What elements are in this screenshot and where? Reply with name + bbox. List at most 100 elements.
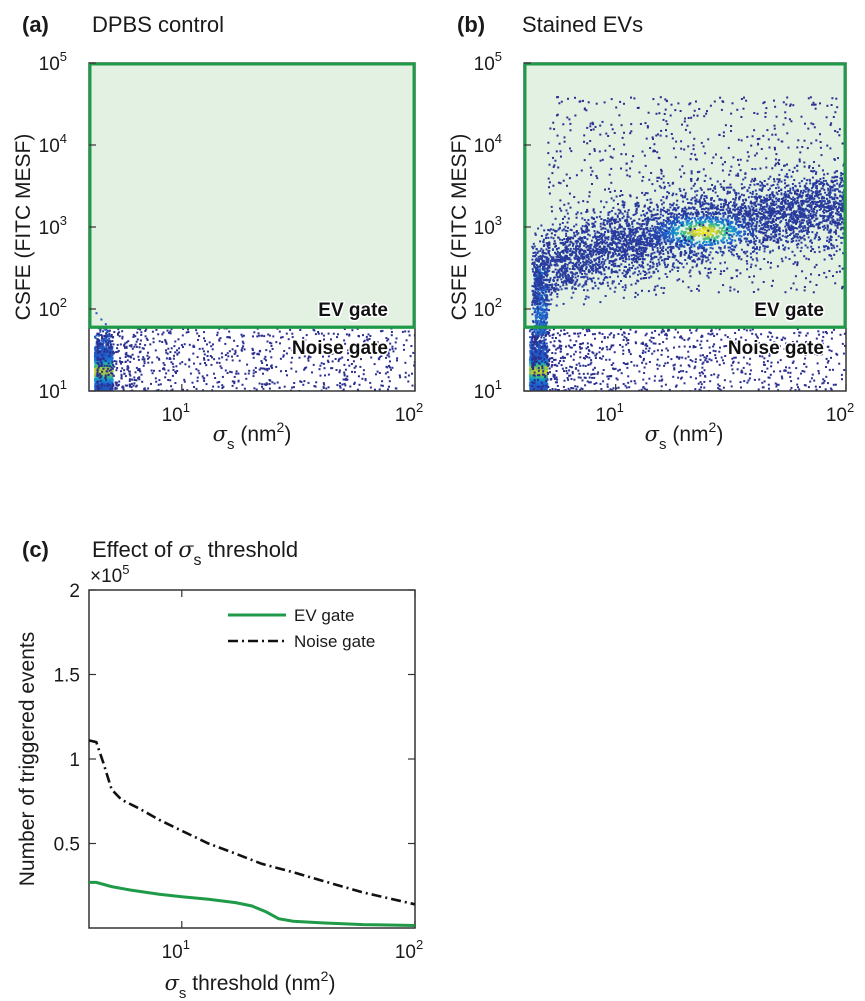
scatter-point	[347, 359, 349, 361]
scatter-point	[529, 375, 532, 378]
scatter-point	[789, 375, 792, 378]
scatter-point	[141, 347, 144, 350]
scatter-point	[729, 380, 732, 383]
scatter-point	[545, 380, 548, 383]
scatter-point	[537, 300, 540, 303]
scatter-point	[541, 360, 544, 363]
scatter-point	[542, 289, 545, 292]
scatter-point	[263, 357, 266, 360]
scatter-point	[603, 337, 606, 340]
scatter-point	[130, 344, 133, 347]
scatter-point	[202, 389, 204, 391]
scatter-point	[743, 328, 746, 331]
scatter-point	[154, 377, 157, 380]
scatter-point	[704, 375, 707, 378]
scatter-point	[300, 340, 303, 343]
scatter-point	[806, 332, 809, 335]
scatter-point	[611, 389, 614, 391]
scatter-point	[176, 370, 179, 372]
scatter-point	[825, 331, 827, 333]
scatter-point	[538, 342, 541, 345]
scatter-point	[619, 219, 622, 222]
scatter-point	[363, 339, 366, 342]
scatter-point	[405, 339, 408, 342]
scatter-point	[132, 357, 135, 360]
scatter-point	[547, 372, 549, 375]
scatter-point	[334, 358, 337, 360]
scatter-point	[252, 369, 255, 372]
scatter-point	[536, 330, 539, 333]
scatter-point	[242, 334, 245, 337]
scatter-point	[553, 374, 556, 377]
scatter-point	[762, 386, 765, 389]
scatter-point	[574, 281, 577, 284]
scatter-point	[696, 339, 699, 342]
scatter-point	[107, 355, 109, 358]
scatter-point	[140, 331, 143, 334]
scatter-point	[533, 342, 536, 345]
scatter-point	[115, 384, 118, 387]
scatter-point	[170, 347, 173, 350]
scatter-point	[811, 373, 814, 376]
scatter-point	[536, 312, 539, 315]
scatter-point	[533, 353, 536, 356]
scatter-point	[102, 371, 105, 374]
scatter-point	[233, 380, 236, 383]
scatter-point	[654, 342, 657, 345]
scatter-point	[94, 348, 97, 350]
scatter-point	[543, 382, 546, 385]
scatter-point	[532, 361, 535, 364]
scatter-point	[589, 381, 592, 384]
scatter-point	[548, 360, 551, 363]
scatter-point	[797, 377, 800, 380]
scatter-point	[559, 360, 562, 362]
scatter-point	[713, 335, 716, 337]
scatter-point	[231, 348, 234, 351]
scatter-point	[789, 389, 792, 391]
scatter-point	[101, 383, 104, 386]
scatter-point	[579, 376, 582, 379]
scatter-point	[565, 345, 567, 348]
scatter-point	[642, 378, 645, 381]
scatter-point	[593, 366, 596, 369]
scatter-point	[817, 330, 820, 333]
scatter-point	[302, 383, 305, 386]
scatter-point	[104, 385, 107, 388]
scatter-point	[598, 351, 601, 354]
scatter-point	[565, 366, 568, 369]
scatter-point	[759, 246, 761, 249]
scatter-point	[756, 335, 759, 338]
scatter-point	[266, 364, 268, 367]
scatter-point	[104, 359, 107, 362]
scatter-point	[624, 384, 627, 387]
scatter-point	[394, 341, 397, 344]
scatter-point	[607, 377, 610, 380]
scatter-point	[319, 374, 322, 377]
scatter-point	[126, 384, 129, 387]
scatter-point	[537, 290, 540, 293]
scatter-point	[544, 384, 547, 387]
scatter-point	[719, 212, 722, 215]
scatter-point	[634, 341, 637, 344]
scatter-point	[582, 372, 585, 375]
scatter-point	[542, 365, 545, 368]
scatter-point	[158, 369, 161, 372]
scatter-point	[336, 384, 339, 387]
scatter-point	[261, 362, 264, 364]
scatter-point	[746, 362, 749, 365]
scatter-point	[143, 360, 146, 363]
scatter-point	[124, 342, 127, 345]
scatter-point	[658, 333, 661, 336]
scatter-point	[236, 345, 239, 347]
scatter-point	[545, 309, 547, 312]
scatter-point	[407, 374, 410, 377]
scatter-point	[675, 384, 678, 387]
scatter-point	[168, 358, 171, 360]
scatter-point	[95, 384, 98, 387]
scatter-point	[542, 363, 545, 366]
scatter-point	[293, 382, 296, 384]
scatter-point	[213, 358, 216, 361]
scatter-point	[304, 339, 307, 342]
scatter-point	[303, 380, 306, 383]
scatter-point	[233, 353, 236, 355]
